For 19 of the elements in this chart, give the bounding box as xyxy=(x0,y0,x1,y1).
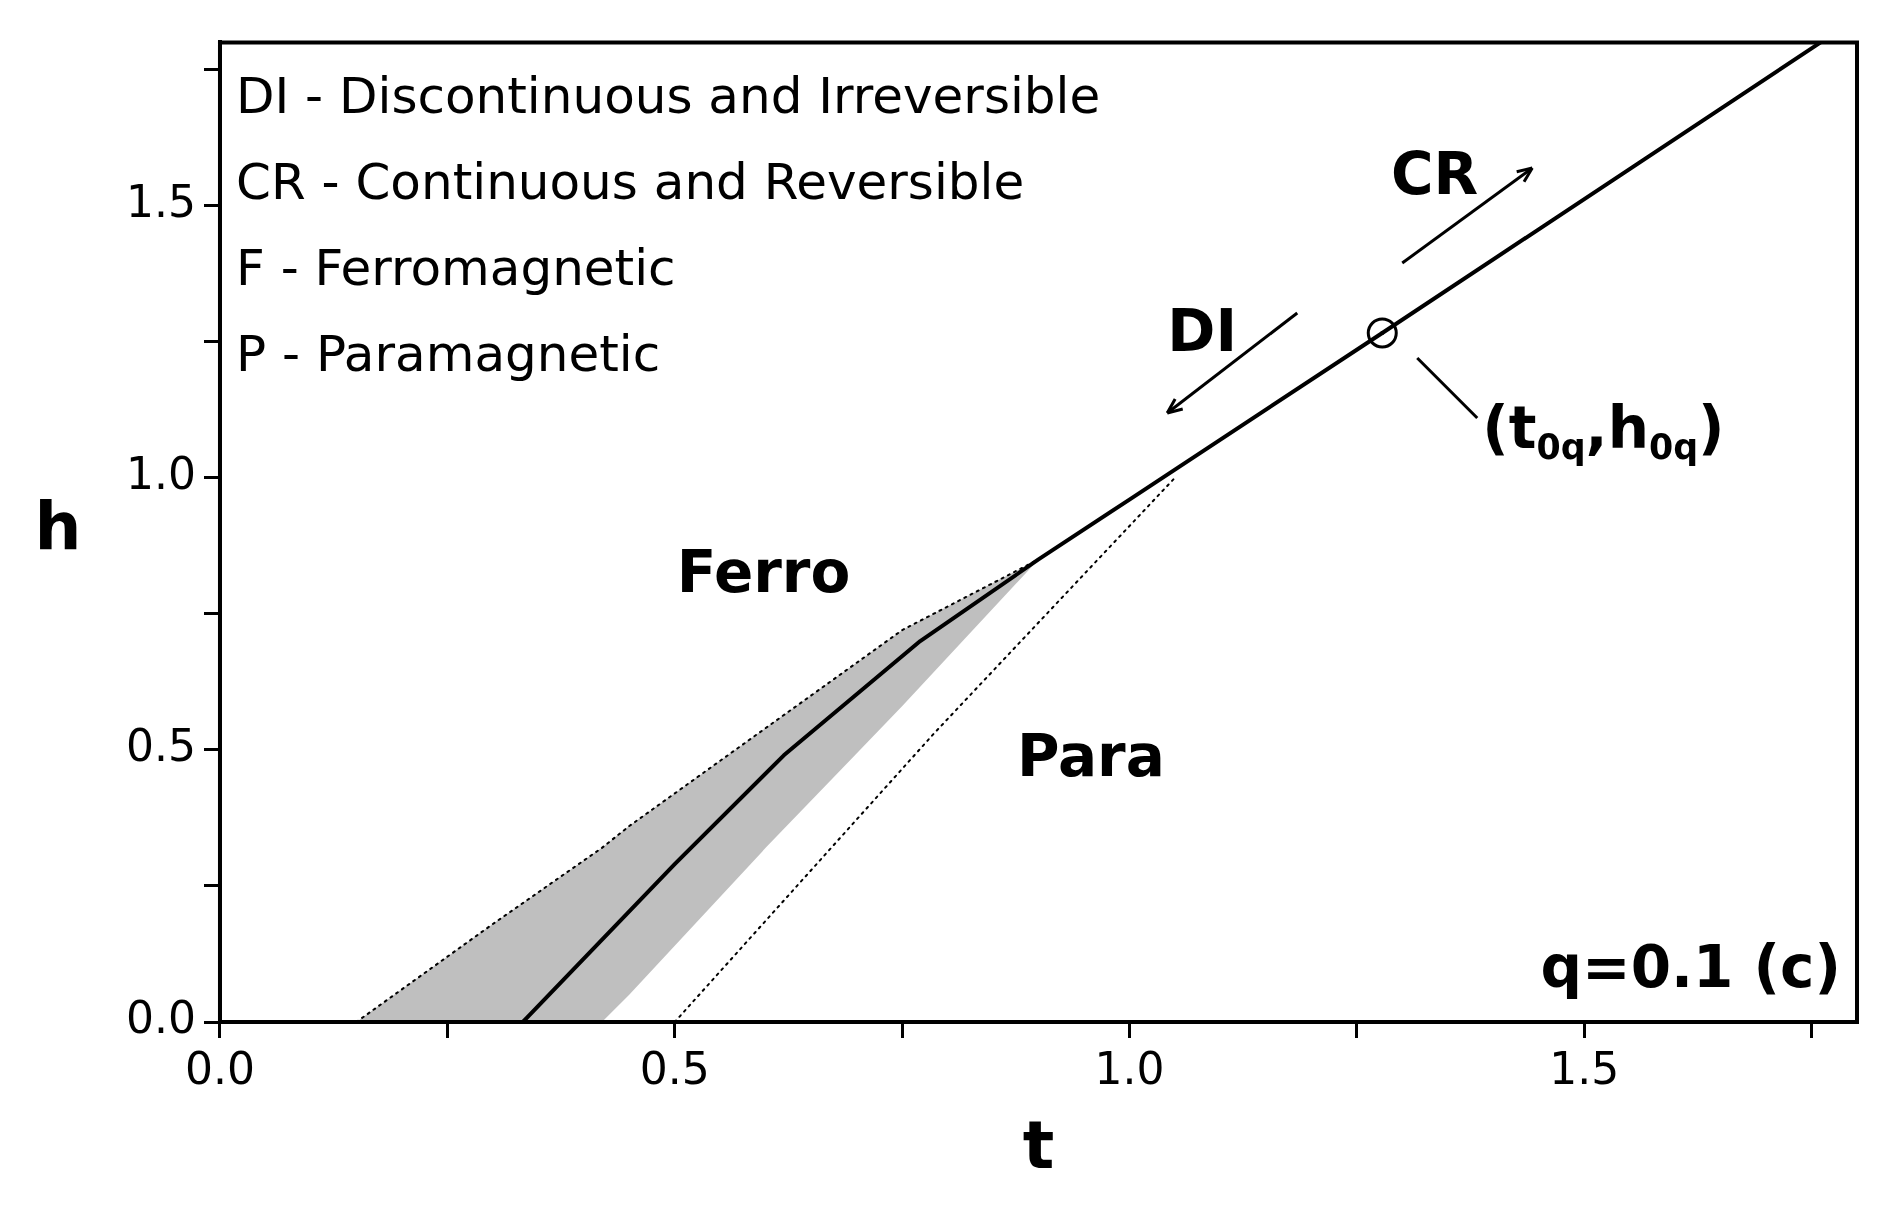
annotation: CR xyxy=(1391,139,1479,208)
y-tick-label: 1.5 xyxy=(125,176,196,228)
y-axis-title: h xyxy=(34,488,82,566)
annotation: CR - Continuous and Reversible xyxy=(235,153,1025,212)
annotation: Ferro xyxy=(676,538,851,607)
x-tick-label: 1.0 xyxy=(1094,1042,1165,1094)
annotation: DI xyxy=(1167,297,1238,366)
x-tick-label: 1.5 xyxy=(1549,1042,1620,1094)
x-axis-title: t xyxy=(1022,1106,1055,1184)
annotation: DI - Discontinuous and Irreversible xyxy=(235,67,1101,126)
y-tick-label: 0.0 xyxy=(125,992,196,1044)
annotation: F - Ferromagnetic xyxy=(235,239,676,298)
x-tick-label: 0.5 xyxy=(639,1042,710,1094)
y-tick-label: 1.0 xyxy=(125,448,196,500)
annotation: P - Paramagnetic xyxy=(235,325,661,384)
x-tick-label: 0.0 xyxy=(184,1042,255,1094)
annotation: q=0.1 (c) xyxy=(1540,933,1841,1002)
annotation: Para xyxy=(1016,722,1165,791)
y-tick-label: 0.5 xyxy=(125,720,196,772)
